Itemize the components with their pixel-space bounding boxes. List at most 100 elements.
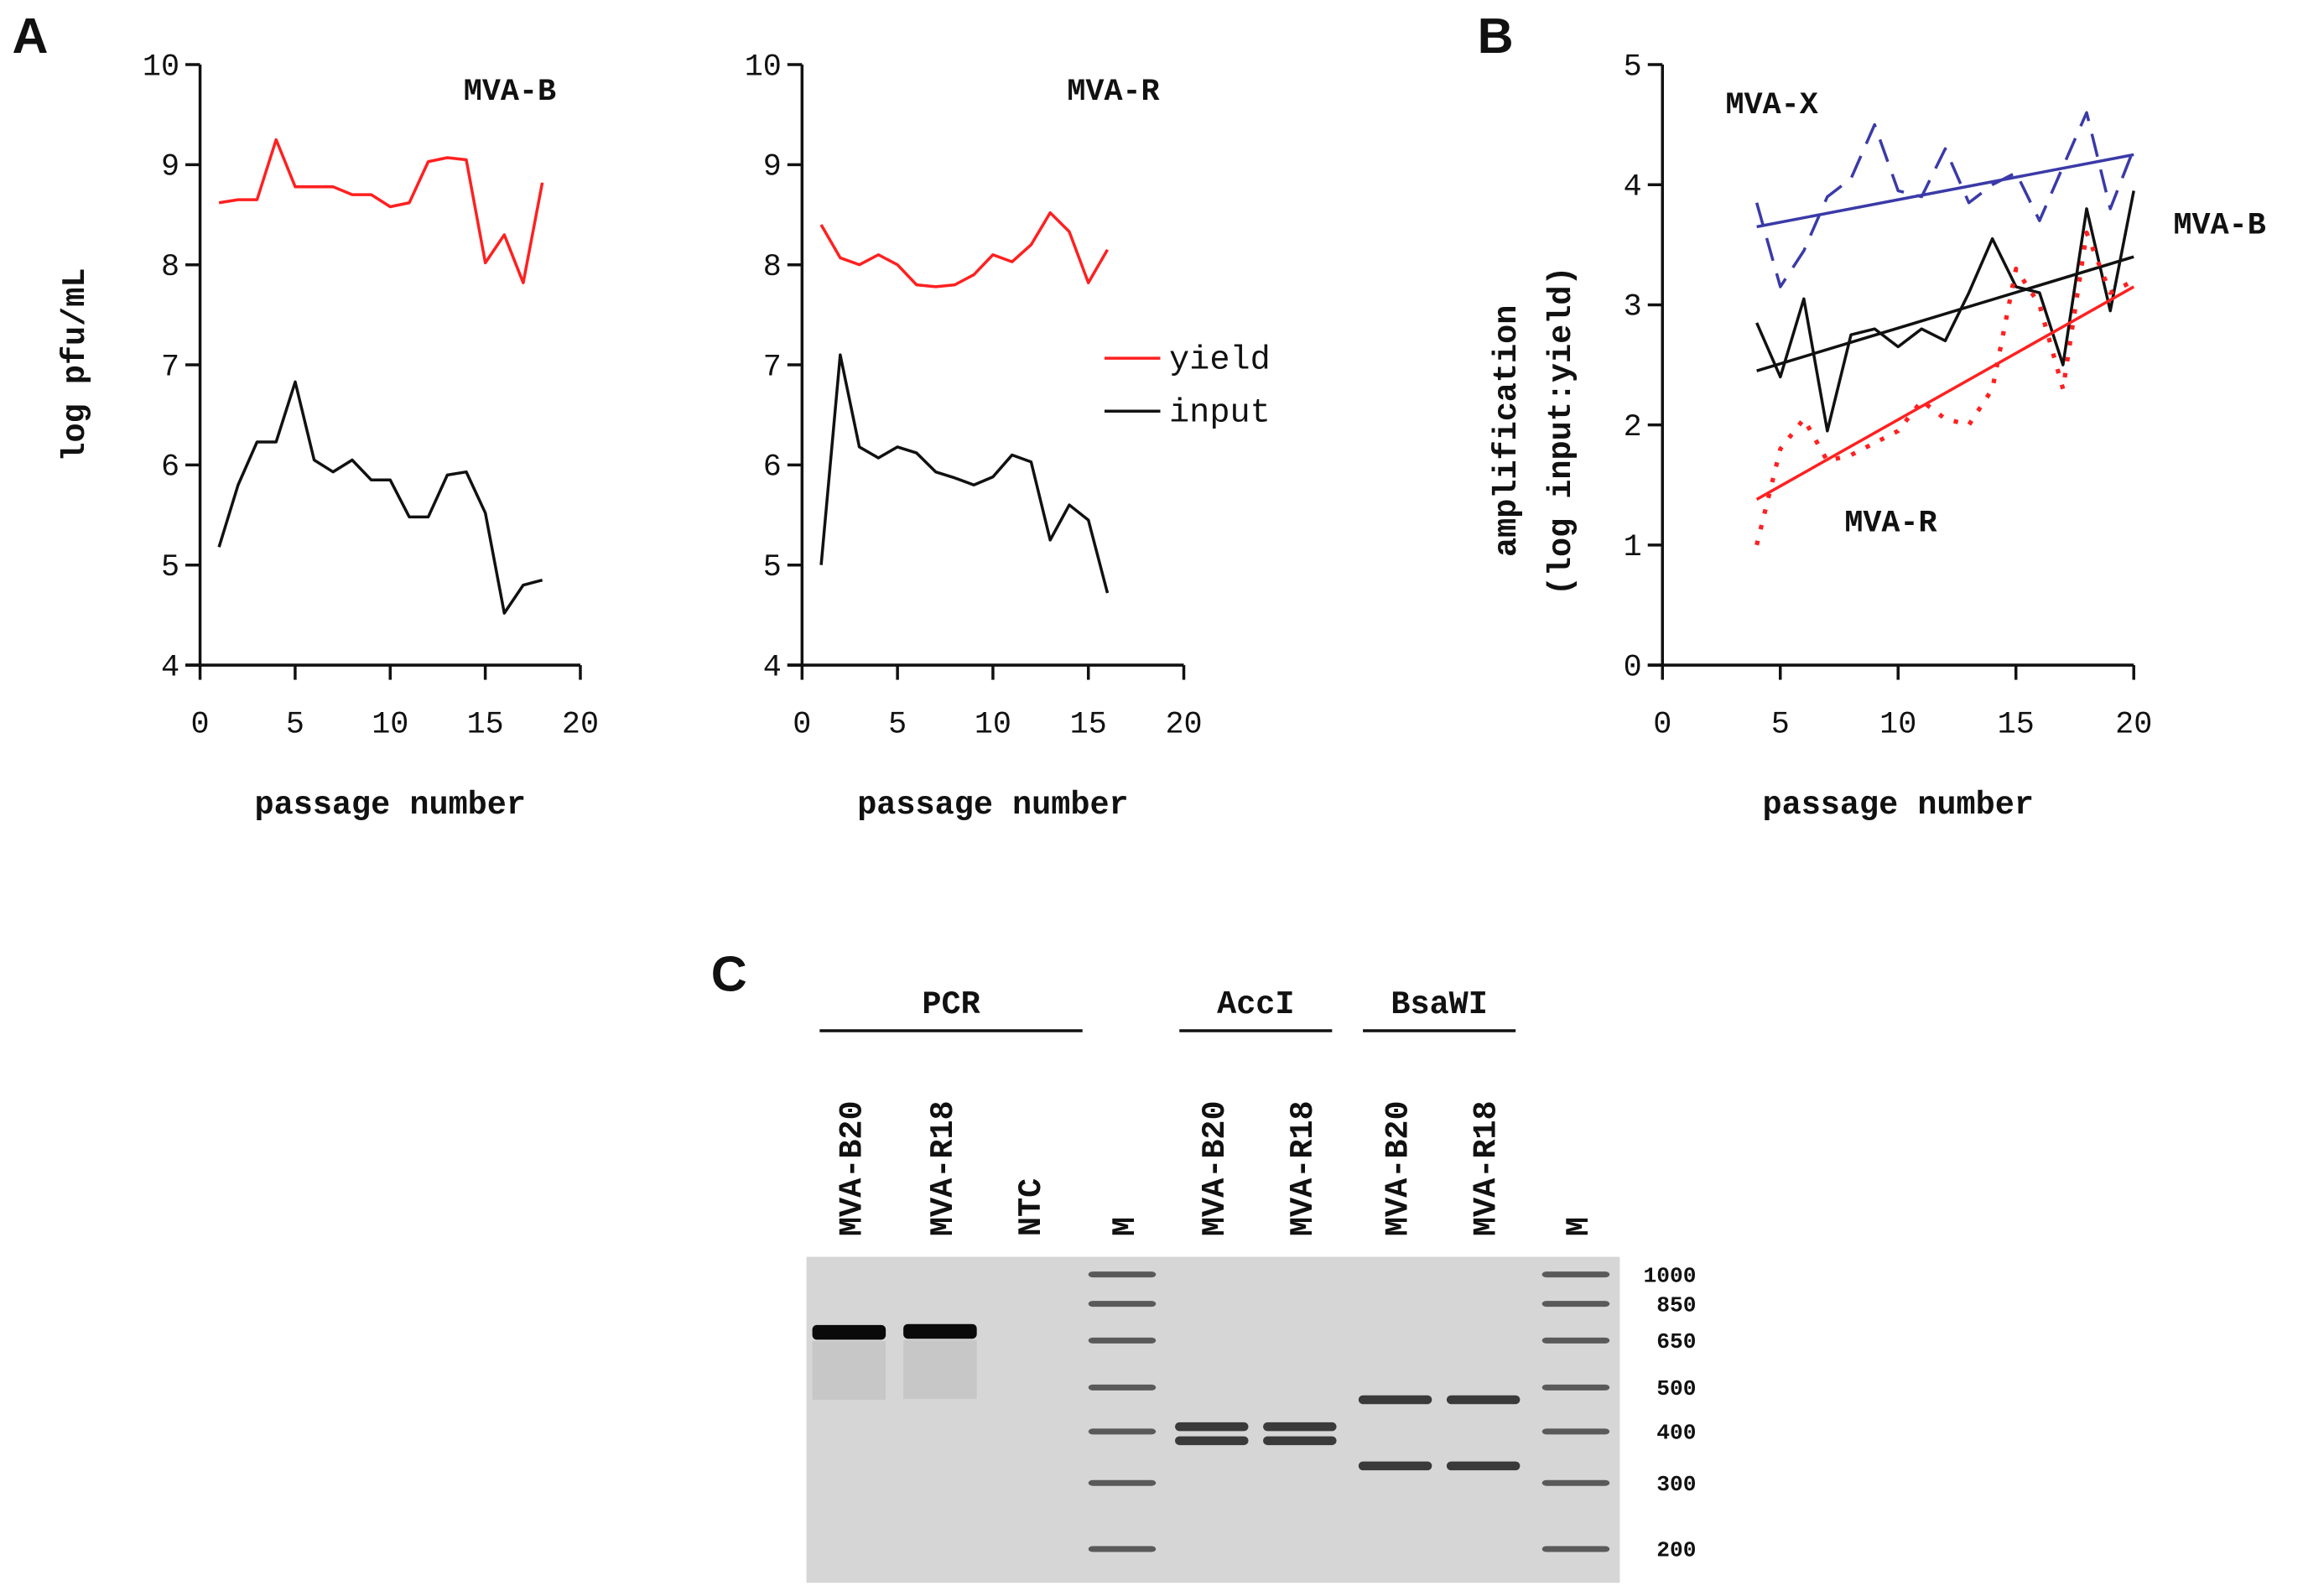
x-tick-label: 10 [1879,708,1916,743]
chart-1: 4 5 6 7 8 9 10 0 5 10 15 20 passage number MVA-R yield… [745,49,1271,824]
trend-line-mva-b [1756,255,2134,372]
trend-line-mva-x [1756,153,2134,229]
group-label: AccI [1217,986,1294,1023]
gel-band [1088,1337,1157,1344]
chart-title: MVA-R [1067,75,1160,110]
gel-band [1541,1428,1610,1435]
group-label: PCR [922,986,980,1023]
gel-band [1541,1384,1610,1391]
lane-label: MVA-R18 [925,1100,962,1236]
legend-label-yield: yield [1169,341,1271,379]
group-label: BsaWI [1391,986,1488,1023]
gel-band [1088,1479,1157,1486]
x-tick-label: 5 [286,708,304,743]
gel-band [1175,1422,1249,1432]
lane-label: M [1107,1217,1144,1236]
lane-label: MVA-R18 [1285,1100,1322,1236]
gel-image [806,1256,1620,1583]
gel-band [1263,1436,1337,1446]
series-label-mva-x: MVA-X [1726,88,1819,123]
y-tick-label: 9 [161,150,179,185]
y-tick-label: 3 [1624,290,1642,325]
x-tick-label: 0 [793,708,811,743]
y-tick-label: 1 [1624,530,1642,565]
chart-title: MVA-B [464,75,556,110]
x-tick-label: 15 [1070,708,1107,743]
gel-band [812,1324,886,1340]
series-line-mva-b [1755,190,2135,433]
x-tick-label: 0 [1653,708,1671,743]
gel-panel: PCR AccI BsaWI MVA-B20 MVA-R18 NTC M MVA-B20 MVA… [806,986,1697,1583]
gel-band [1541,1337,1610,1344]
x-tick-label: 0 [191,708,210,743]
panel-label-a: A [12,8,48,64]
marker-size-label: 200 [1656,1538,1696,1563]
lane-label: NTC [1013,1178,1050,1236]
marker-size-label: 650 [1656,1329,1696,1354]
y-tick-label: 4 [161,650,179,685]
gel-band [1088,1301,1157,1307]
x-tick-label: 10 [975,708,1011,743]
y-axis-label: amplification [1489,305,1526,557]
gel-band [1541,1301,1610,1307]
gel-band [1358,1461,1432,1471]
y-tick-label: 5 [763,550,782,585]
series-line-input [217,380,543,615]
chart-0: 4 5 6 7 8 9 10 0 5 10 15 20 passage number log pfu/mL… [57,49,599,824]
x-tick-label: 5 [1771,708,1790,743]
gel-band [1541,1546,1610,1552]
marker-size-label: 300 [1656,1472,1696,1497]
gel-smear [812,1341,886,1401]
series-line-input [819,353,1110,594]
gel-band [1446,1461,1521,1471]
gel-band [1088,1546,1157,1552]
series-label-mva-b: MVA-B [2173,208,2265,243]
trend-line-mva-r [1755,285,2135,501]
lane-label: M [1561,1217,1598,1236]
lane-label: MVA-B20 [834,1100,871,1236]
marker-size-label: 400 [1656,1421,1696,1446]
y-tick-label: 9 [763,150,782,185]
y-tick-label: 0 [1624,650,1642,685]
y-tick-label: 4 [1624,169,1642,205]
y-tick-label: 10 [143,49,179,85]
gel-band [1088,1384,1157,1391]
x-tick-label: 20 [562,708,599,743]
y-tick-label: 5 [161,550,179,585]
chart-2: 0 1 2 3 4 5 0 5 10 15 20 passage number amplificatio… [1489,49,2266,824]
lane-label: MVA-R18 [1469,1100,1505,1236]
x-axis-label: passage number [857,787,1128,824]
x-tick-label: 5 [888,708,907,743]
series-line-yield [218,138,544,284]
y-tick-label: 10 [745,49,782,85]
x-tick-label: 15 [1998,708,2035,743]
y-tick-label: 6 [763,450,782,486]
y-tick-label: 2 [1624,410,1642,445]
x-tick-label: 20 [2115,708,2152,743]
y-tick-label: 4 [763,650,782,685]
x-tick-label: 15 [467,708,504,743]
x-axis-label: passage number [255,787,526,824]
legend-label-input: input [1169,393,1271,432]
series-line-yield [819,211,1109,289]
lane-label: MVA-B20 [1197,1100,1234,1236]
panel-label-c: C [711,946,747,1002]
marker-size-label: 500 [1656,1376,1696,1401]
gel-band [1541,1271,1610,1278]
y-tick-label: 8 [763,250,782,285]
gel-band [1088,1428,1157,1435]
marker-size-label: 850 [1656,1292,1696,1318]
gel-band [1541,1479,1610,1486]
gel-band [1263,1422,1337,1432]
marker-size-label: 1000 [1643,1263,1696,1288]
x-axis-label: passage number [1762,787,2033,824]
panel-label-b: B [1478,8,1514,64]
y-tick-label: 7 [161,350,179,385]
y-axis-label: (log input:yield) [1543,266,1580,595]
lane-label: MVA-B20 [1380,1100,1417,1236]
x-tick-label: 10 [372,708,408,743]
gel-band [1446,1395,1521,1405]
x-tick-label: 20 [1165,708,1202,743]
